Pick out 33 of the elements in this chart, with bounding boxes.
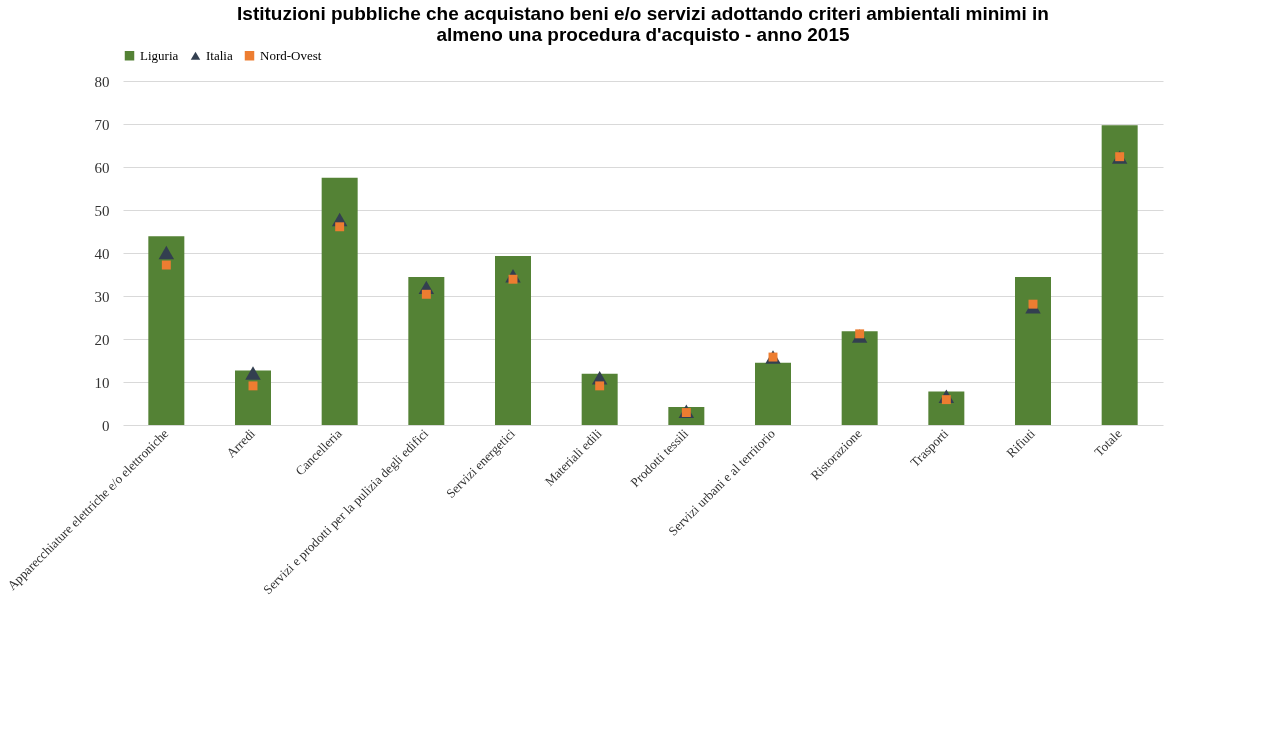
bar [321,177,358,425]
y-tick-label: 20 [94,331,110,348]
point [158,245,175,260]
y-tick-label: 60 [94,159,110,176]
y-tick-label: 40 [94,245,110,262]
y-tick-label: 30 [94,288,110,305]
y-tick-label: 50 [94,202,110,219]
legend-label: Nord-Ovest [260,47,322,63]
bar [408,277,445,425]
y-tick-label: 70 [94,116,110,133]
point [421,289,431,299]
text: Istituzioni pubbliche che acquistano beni e/o servizi adottando criteri ambientali minimi in [237,3,1049,24]
legend-label: Italia [206,47,233,63]
bar [841,331,878,425]
y-tick-label: 0 [102,417,110,434]
legend-label: Liguria [140,47,179,63]
bar [148,236,185,425]
point [161,260,171,270]
point [595,381,605,391]
bar [755,362,791,425]
y-tick-label: 10 [94,374,110,391]
point [245,366,261,380]
point [248,381,258,391]
bar [495,256,531,425]
point [335,222,345,232]
bar [1101,125,1138,425]
point [1028,299,1038,309]
bar [928,391,965,425]
bar [1015,277,1051,425]
bar [581,373,618,425]
y-tick-label: 80 [94,73,110,90]
bar [235,370,271,425]
text: almeno una procedura d'acquisto - anno 2015 [436,24,850,45]
